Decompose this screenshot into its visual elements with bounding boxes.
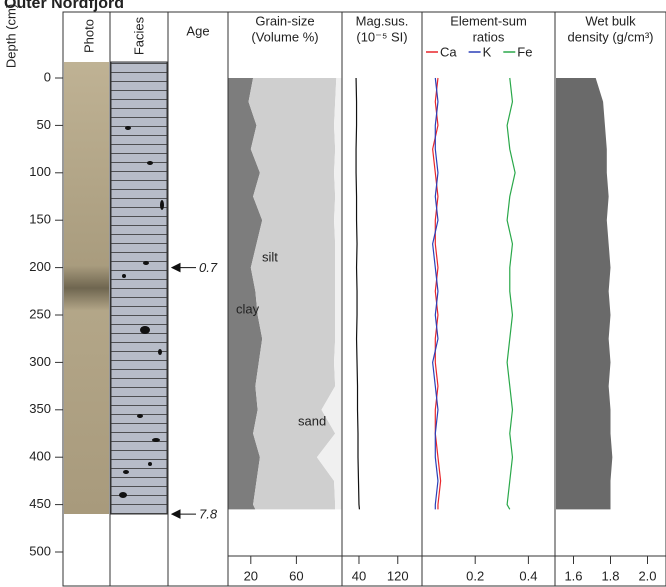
x-tick-label: 0.4	[519, 568, 537, 583]
y-tick-label: 50	[37, 117, 51, 132]
panel-subtitle: ratios	[473, 29, 505, 44]
age-label: 0.7	[199, 260, 218, 275]
series-label: silt	[262, 250, 278, 265]
x-tick-label: 60	[289, 568, 303, 583]
series-line	[432, 77, 439, 510]
series-line	[355, 77, 361, 510]
x-tick-label: 20	[244, 568, 258, 583]
y-tick-label: 250	[29, 306, 51, 321]
x-tick-label: 1.6	[564, 568, 582, 583]
panel-frame	[341, 11, 423, 587]
core-photo	[64, 62, 109, 514]
y-tick-label: 0	[44, 69, 51, 84]
photo-header: Photo	[81, 19, 96, 53]
facies-header: Facies	[131, 16, 146, 55]
legend-label: K	[483, 44, 492, 59]
y-tick-label: 400	[29, 449, 51, 464]
panel-title: Element-sum	[450, 13, 527, 28]
panel-subtitle: (10⁻⁵ SI)	[356, 29, 407, 44]
figure-title: Outer Nordfjord	[4, 0, 124, 12]
age-arrow	[170, 509, 196, 519]
panel-frame	[554, 11, 666, 587]
x-tick-label: 120	[387, 568, 409, 583]
panel-title: Wet bulk	[585, 13, 636, 28]
y-tick-label: 200	[29, 259, 51, 274]
series-label: clay	[236, 302, 260, 317]
legend-label: Ca	[440, 44, 457, 59]
depth-header: Depth (cm)	[3, 4, 18, 68]
series-line	[506, 77, 516, 510]
x-tick-label: 40	[352, 568, 366, 583]
series-line	[432, 77, 442, 510]
age-label: 7.8	[199, 507, 218, 522]
series-label: sand	[298, 414, 326, 429]
panel-subtitle: density (g/cm³)	[568, 29, 654, 44]
age-header: Age	[186, 23, 209, 38]
panel-title: Mag.sus.	[356, 13, 409, 28]
y-tick-label: 100	[29, 164, 51, 179]
panel-title: Grain-size	[255, 13, 314, 28]
age-arrow	[170, 262, 196, 273]
grain-area	[228, 78, 263, 510]
panel-frame	[421, 11, 556, 587]
y-tick-label: 450	[29, 496, 51, 511]
x-tick-label: 2.0	[638, 568, 656, 583]
x-tick-label: 0.2	[466, 568, 484, 583]
y-tick-label: 500	[29, 543, 51, 558]
x-tick-label: 1.8	[601, 568, 619, 583]
panel-subtitle: (Volume %)	[251, 29, 318, 44]
density-area	[556, 78, 613, 510]
grain-area	[316, 78, 342, 510]
facies-log	[110, 61, 168, 515]
y-tick-label: 150	[29, 212, 51, 227]
legend-label: Fe	[517, 44, 532, 59]
grain-area	[248, 78, 337, 510]
y-tick-label: 350	[29, 401, 51, 416]
y-tick-label: 300	[29, 354, 51, 369]
facies-clasts	[119, 126, 164, 498]
